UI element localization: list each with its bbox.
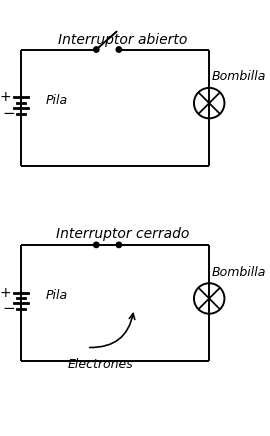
Circle shape [94, 242, 99, 248]
Circle shape [116, 47, 122, 52]
Text: Interruptor cerrado: Interruptor cerrado [56, 227, 189, 241]
Text: Bombilla: Bombilla [212, 70, 266, 83]
Text: Interruptor abierto: Interruptor abierto [58, 34, 187, 48]
Text: +: + [0, 90, 12, 104]
Circle shape [94, 47, 99, 52]
Text: Pila: Pila [46, 289, 68, 302]
Text: −: − [2, 301, 15, 317]
Text: Pila: Pila [46, 94, 68, 106]
Text: −: − [2, 106, 15, 121]
Text: Electrones: Electrones [67, 358, 133, 371]
Text: +: + [0, 286, 12, 300]
Circle shape [116, 242, 122, 248]
Text: Bombilla: Bombilla [212, 266, 266, 279]
